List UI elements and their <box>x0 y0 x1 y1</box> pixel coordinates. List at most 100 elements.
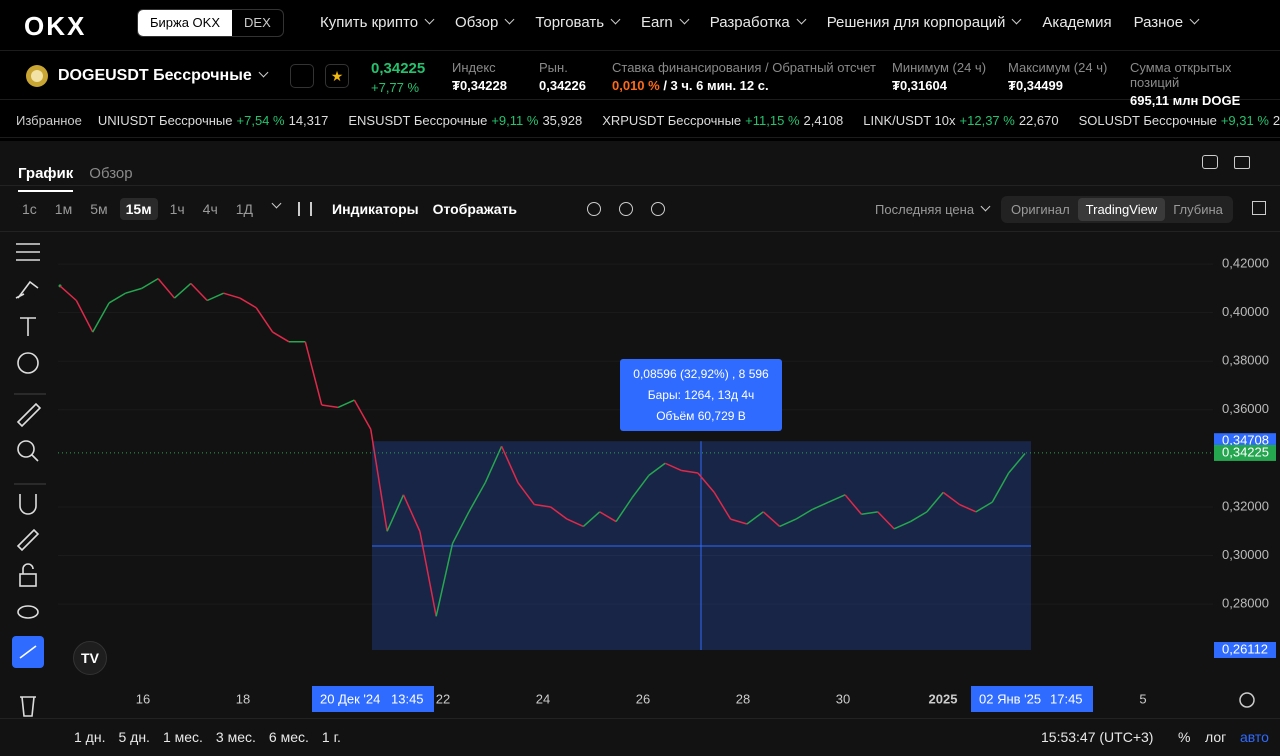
indicators-button[interactable]: Индикаторы <box>332 201 419 217</box>
y-tick-label: 0,28000 <box>1222 596 1269 611</box>
tool-emoji[interactable] <box>17 352 39 374</box>
menu-item[interactable]: Разработка <box>710 14 805 31</box>
settings-icon[interactable] <box>619 202 634 216</box>
menu-item[interactable]: Разное <box>1134 14 1199 31</box>
price-segment <box>795 508 813 520</box>
chart-toolbar: 1с 1м 5м 15м 1ч 4ч 1Д Индикаторы Отображать После… <box>16 195 1233 223</box>
menu-item[interactable]: Решения для корпораций <box>827 14 1021 31</box>
bottom-bar: 1 дн. 5 дн. 1 мес. 3 мес. 6 мес. 1 г. 15:53:4… <box>0 718 1280 756</box>
price-source[interactable]: Последняя цена <box>875 202 989 217</box>
tool-lines[interactable] <box>16 243 40 261</box>
favorite-item[interactable]: UNIUSDT Бессрочные +7,54 % 14,317 <box>98 113 328 128</box>
price-segment <box>206 292 224 302</box>
tool-ruler[interactable] <box>16 402 42 428</box>
favorite-item[interactable]: XRPUSDT Бессрочные +11,15 % 2,4108 <box>602 113 843 128</box>
price-segment <box>272 331 290 343</box>
price-segment <box>141 277 159 290</box>
interval[interactable]: 1ч <box>169 201 185 217</box>
price-segment <box>370 429 388 532</box>
x-tick-label: 5 <box>1139 691 1146 706</box>
range[interactable]: 1 дн. <box>74 729 106 745</box>
favorites-title: Избранное <box>16 113 82 128</box>
price-tag-label: 0,34225 <box>1222 444 1269 459</box>
view-option[interactable]: TradingView <box>1077 197 1166 221</box>
display-button[interactable]: Отображать <box>432 201 518 217</box>
range[interactable]: 1 мес. <box>162 729 203 745</box>
tv-logo[interactable]: TV <box>73 641 107 675</box>
tool-trash[interactable] <box>20 696 36 717</box>
x-tick-label: 16 <box>136 691 150 706</box>
log-toggle[interactable]: лог <box>1205 729 1227 745</box>
price-segment <box>451 511 470 544</box>
price-segment <box>108 292 126 304</box>
price-segment <box>975 501 993 513</box>
interval[interactable]: 5м <box>90 201 108 217</box>
menu-item[interactable]: Торговать <box>535 14 619 31</box>
range[interactable]: 6 мес. <box>268 729 309 745</box>
price-segment <box>812 501 830 511</box>
coin-icon <box>26 65 48 87</box>
range[interactable]: 1 г. <box>321 729 341 745</box>
interval[interactable]: 1м <box>54 201 73 217</box>
logo[interactable]: OKX <box>24 11 87 41</box>
tool-eye[interactable] <box>17 605 39 619</box>
menu-item[interactable]: Купить крипто <box>320 14 433 31</box>
symbol[interactable]: DOGEUSDT Бессрочные <box>58 67 267 85</box>
info-button[interactable] <box>290 64 314 88</box>
fullscreen-icon[interactable] <box>1252 201 1266 215</box>
tool-brush[interactable] <box>15 280 39 299</box>
exchange-button[interactable]: Биржа OKX <box>138 10 233 36</box>
tool-text[interactable] <box>20 317 36 336</box>
stat-value-text: 695,11 млн DOGE <box>1130 93 1241 108</box>
tool-lock-draw[interactable] <box>16 528 40 552</box>
stat: Минимум (24 ч) ₮0,31604 <box>892 60 986 93</box>
price-segment <box>157 278 176 299</box>
favorite-change: +11,15 % <box>745 113 800 128</box>
interval[interactable]: 1с <box>22 201 37 217</box>
balance-icon[interactable] <box>651 202 666 216</box>
tab[interactable]: Обзор <box>89 165 133 182</box>
stat-label: Сумма открытых позиций <box>1130 60 1232 90</box>
stat-label: Рын. <box>539 60 568 75</box>
price-segment <box>402 494 421 532</box>
screenshot-icon[interactable] <box>587 202 602 216</box>
favorite-item[interactable]: LINK/USDT 10x +12,37 % 22,670 <box>863 113 1058 128</box>
menu-item[interactable]: Обзор <box>455 14 513 31</box>
tool-magnet[interactable] <box>19 494 37 515</box>
dex-button[interactable]: DEX <box>244 15 271 30</box>
price-segment <box>534 503 551 508</box>
divider <box>0 185 1280 186</box>
auto-toggle[interactable]: авто <box>1240 729 1269 745</box>
interval[interactable]: 1Д <box>235 201 254 217</box>
favorite-item[interactable]: ENSUSDT Бессрочные +9,11 % 35,928 <box>348 113 582 128</box>
price-segment <box>500 445 519 483</box>
measure-tooltip <box>620 359 782 431</box>
view-option[interactable]: Оригинал <box>1011 201 1070 217</box>
percent-toggle[interactable]: % <box>1178 729 1191 745</box>
stat-value-text: / 3 ч. 6 мин. 12 с. <box>659 78 769 93</box>
alert-icon[interactable] <box>1202 155 1218 169</box>
tool-zoom[interactable] <box>17 440 35 458</box>
price-segment <box>321 404 339 409</box>
interval-more[interactable] <box>265 198 280 214</box>
range[interactable]: 3 мес. <box>215 729 256 745</box>
price-segment <box>484 445 503 483</box>
layout-icon[interactable] <box>1234 156 1250 169</box>
stat-label: Максимум (24 ч) <box>1008 60 1108 75</box>
tool-lock[interactable] <box>19 573 37 587</box>
x-tick-label: 22 <box>436 691 450 706</box>
price-segment <box>1008 453 1026 474</box>
x-tick-label: 20 Дек '24 <box>320 691 380 706</box>
tab[interactable]: График <box>18 165 74 192</box>
interval[interactable]: 4ч <box>202 201 218 217</box>
menu-item[interactable]: Earn <box>641 14 688 31</box>
menu-item[interactable]: Академия <box>1042 14 1112 31</box>
interval[interactable]: 15м <box>119 198 158 220</box>
stat-label: Ставка финансирования / Обратный отсчет <box>612 60 876 75</box>
price-tag <box>1214 444 1276 461</box>
view-option[interactable]: Глубина <box>1173 201 1223 217</box>
candle-icon[interactable] <box>298 202 313 216</box>
favorite-item[interactable]: SOLUSDT Бессрочные+9,31 %208,3 <box>1079 113 1280 128</box>
favorite-button[interactable]: ★ <box>325 64 349 88</box>
range[interactable]: 5 дн. <box>118 729 150 745</box>
